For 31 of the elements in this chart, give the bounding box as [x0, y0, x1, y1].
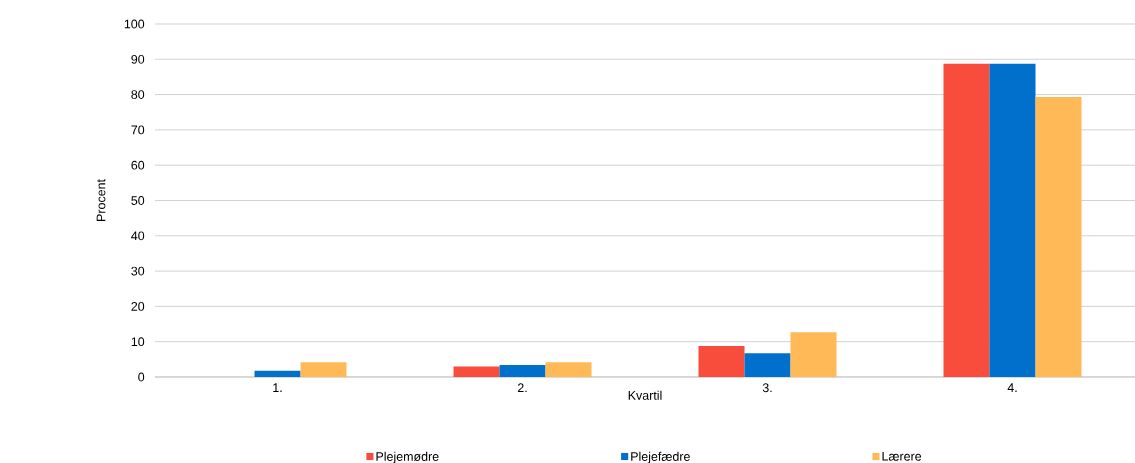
bar	[989, 63, 1036, 377]
bar	[545, 362, 592, 377]
y-tick-label: 70	[131, 125, 145, 135]
bar	[499, 364, 546, 377]
bar	[744, 353, 791, 377]
x-axis-title: Kvartil	[628, 390, 662, 400]
y-tick-label: 40	[131, 231, 145, 241]
y-tick-label: 30	[131, 266, 145, 276]
x-tick-label: 2.	[517, 383, 527, 393]
y-axis-title: Procent	[96, 179, 106, 221]
bar	[300, 362, 347, 377]
legend-label: Plejefædre	[631, 451, 690, 463]
y-tick-label: 0	[138, 372, 145, 382]
y-tick-label: 80	[131, 90, 145, 99]
x-tick-label: 3.	[762, 383, 772, 393]
bar	[254, 370, 301, 377]
bar	[943, 63, 990, 377]
x-tick-label: 1.	[273, 383, 282, 392]
y-tick-label: 20	[131, 301, 145, 311]
bar	[790, 332, 837, 377]
bar	[453, 366, 500, 377]
bar	[1035, 97, 1082, 377]
y-tick-label: 10	[131, 337, 145, 347]
bar	[698, 345, 745, 377]
y-tick-label: 90	[131, 54, 145, 64]
x-tick-label: 4.	[1007, 383, 1017, 392]
legend-label: Lærere	[882, 452, 922, 461]
y-tick-label: 60	[131, 160, 145, 170]
y-tick-label: 100	[124, 19, 145, 29]
y-tick-label: 50	[131, 196, 145, 205]
legend-label: Plejemødre	[376, 451, 439, 463]
